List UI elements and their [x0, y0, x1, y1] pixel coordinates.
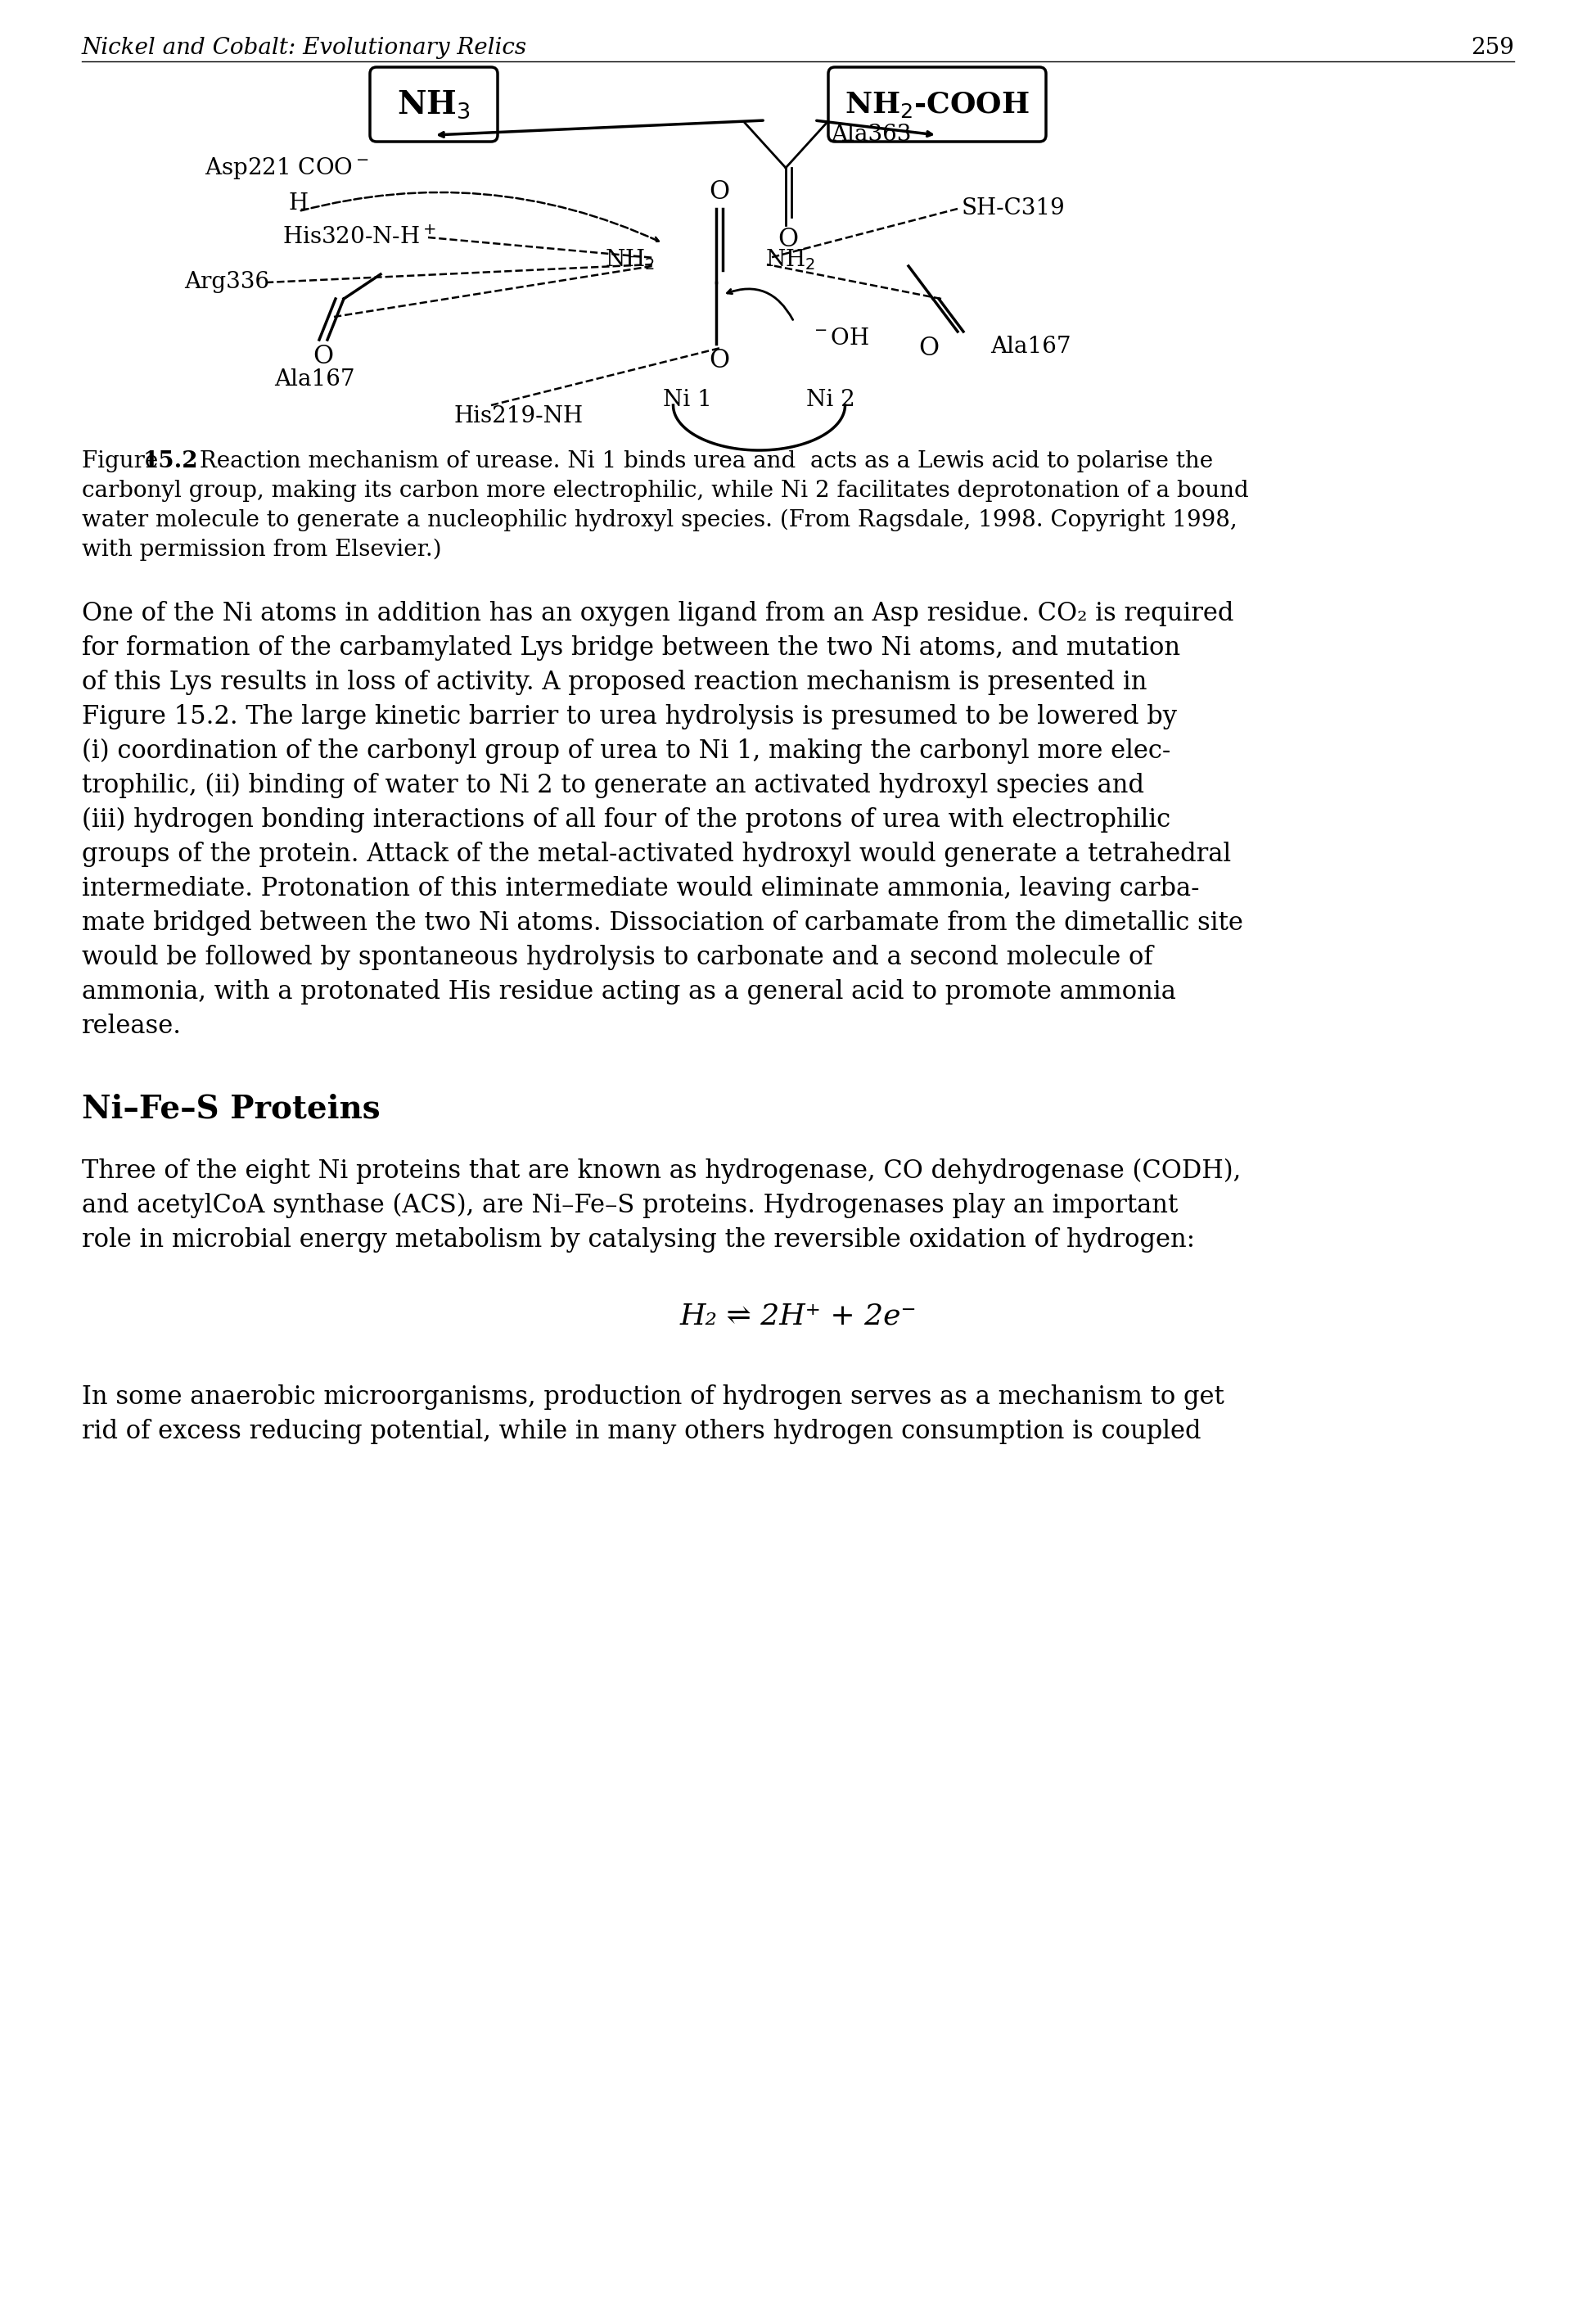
Text: mate bridged between the two Ni atoms. Dissociation of carbamate from the dimeta: mate bridged between the two Ni atoms. D… — [81, 910, 1243, 935]
Text: NH$_2$-COOH: NH$_2$-COOH — [844, 91, 1029, 118]
Text: O: O — [709, 179, 729, 204]
Text: His320-N-H$^+$: His320-N-H$^+$ — [282, 225, 436, 248]
Text: and acetylCoA synthase (ACS), are Ni–Fe–S proteins. Hydrogenases play an importa: and acetylCoA synthase (ACS), are Ni–Fe–… — [81, 1193, 1178, 1219]
Text: H₂ ⇌ 2H⁺ + 2e⁻: H₂ ⇌ 2H⁺ + 2e⁻ — [680, 1302, 916, 1330]
Text: carbonyl group, making its carbon more electrophilic, while Ni 2 facilitates dep: carbonyl group, making its carbon more e… — [81, 480, 1248, 501]
Text: release.: release. — [81, 1014, 182, 1040]
Text: O: O — [709, 348, 729, 374]
Text: In some anaerobic microorganisms, production of hydrogen serves as a mechanism t: In some anaerobic microorganisms, produc… — [81, 1383, 1224, 1409]
Text: ammonia, with a protonated His residue acting as a general acid to promote ammon: ammonia, with a protonated His residue a… — [81, 979, 1176, 1005]
Text: rid of excess reducing potential, while in many others hydrogen consumption is c: rid of excess reducing potential, while … — [81, 1418, 1202, 1444]
FancyBboxPatch shape — [370, 67, 498, 142]
Text: Nickel and Cobalt: Evolutionary Relics: Nickel and Cobalt: Evolutionary Relics — [81, 37, 527, 58]
Text: with permission from Elsevier.): with permission from Elsevier.) — [81, 538, 442, 562]
Text: of this Lys results in loss of activity. A proposed reaction mechanism is presen: of this Lys results in loss of activity.… — [81, 671, 1148, 694]
Text: intermediate. Protonation of this intermediate would eliminate ammonia, leaving : intermediate. Protonation of this interm… — [81, 875, 1200, 901]
Text: (i) coordination of the carbonyl group of urea to Ni 1, making the carbonyl more: (i) coordination of the carbonyl group o… — [81, 738, 1170, 764]
Text: would be followed by spontaneous hydrolysis to carbonate and a second molecule o: would be followed by spontaneous hydroly… — [81, 945, 1152, 970]
Text: O: O — [777, 227, 798, 253]
Text: 259: 259 — [1472, 37, 1515, 58]
Text: Figure: Figure — [81, 450, 166, 473]
Text: for formation of the carbamylated Lys bridge between the two Ni atoms, and mutat: for formation of the carbamylated Lys br… — [81, 636, 1181, 661]
Text: NH$_2$: NH$_2$ — [605, 248, 654, 272]
Text: Three of the eight Ni proteins that are known as hydrogenase, CO dehydrogenase (: Three of the eight Ni proteins that are … — [81, 1158, 1242, 1184]
Text: O: O — [313, 344, 334, 369]
Text: role in microbial energy metabolism by catalysing the reversible oxidation of hy: role in microbial energy metabolism by c… — [81, 1228, 1195, 1253]
Text: O: O — [919, 337, 938, 362]
Text: $^-$OH: $^-$OH — [811, 327, 870, 350]
Text: NH$_2$: NH$_2$ — [764, 248, 816, 272]
Text: Ni 1: Ni 1 — [662, 390, 712, 411]
Text: Ala167: Ala167 — [991, 337, 1071, 357]
Text: Ala363: Ala363 — [832, 123, 911, 146]
Text: (iii) hydrogen bonding interactions of all four of the protons of urea with elec: (iii) hydrogen bonding interactions of a… — [81, 808, 1170, 833]
Text: Reaction mechanism of urease. Ni 1 binds urea and  acts as a Lewis acid to polar: Reaction mechanism of urease. Ni 1 binds… — [193, 450, 1213, 473]
Text: Ala167: Ala167 — [275, 369, 354, 390]
FancyBboxPatch shape — [828, 67, 1045, 142]
Text: SH-C319: SH-C319 — [962, 197, 1066, 220]
Text: 15.2: 15.2 — [144, 450, 198, 473]
Text: One of the Ni atoms in addition has an oxygen ligand from an Asp residue. CO₂ is: One of the Ni atoms in addition has an o… — [81, 601, 1234, 627]
Text: Figure 15.2. The large kinetic barrier to urea hydrolysis is presumed to be lowe: Figure 15.2. The large kinetic barrier t… — [81, 703, 1176, 729]
Text: Arg336: Arg336 — [184, 272, 270, 292]
Text: groups of the protein. Attack of the metal-activated hydroxyl would generate a t: groups of the protein. Attack of the met… — [81, 843, 1231, 868]
Text: trophilic, (ii) binding of water to Ni 2 to generate an activated hydroxyl speci: trophilic, (ii) binding of water to Ni 2… — [81, 773, 1144, 798]
Text: His219-NH: His219-NH — [455, 406, 584, 427]
Text: H: H — [289, 193, 308, 214]
Text: Ni–Fe–S Proteins: Ni–Fe–S Proteins — [81, 1093, 380, 1123]
Text: Asp221 COO$^-$: Asp221 COO$^-$ — [204, 156, 369, 181]
Text: Ni 2: Ni 2 — [806, 390, 855, 411]
Text: water molecule to generate a nucleophilic hydroxyl species. (From Ragsdale, 1998: water molecule to generate a nucleophili… — [81, 508, 1237, 532]
Text: NH$_3$: NH$_3$ — [397, 88, 471, 121]
